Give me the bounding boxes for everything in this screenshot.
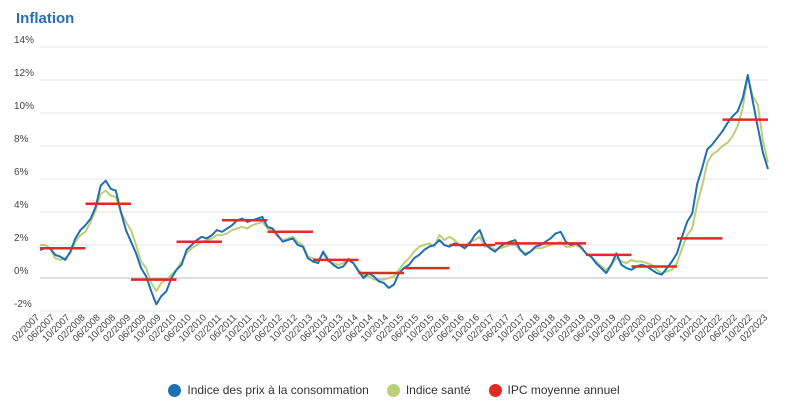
inflation-chart: -2% 0% 2% 4% 6% 8% 10% 12% 14% 02/200706/200710/… <box>10 35 770 344</box>
legend-label-annual-average: IPC moyenne annuel <box>507 383 620 397</box>
y-tick-label: -2% <box>14 299 32 310</box>
legend-label-cpi: Indice des prix à la consommation <box>187 383 369 397</box>
legend: Indice des prix à la consommation Indice… <box>0 383 788 397</box>
series-line-health-index <box>40 75 769 293</box>
y-tick-label: 14% <box>14 35 34 46</box>
series-lines <box>39 74 769 306</box>
y-tick-label: 8% <box>14 134 29 145</box>
legend-swatch-cpi <box>168 383 182 397</box>
legend-item-health-index[interactable]: Indice santé <box>386 383 471 397</box>
x-tick-labels: 02/200706/200710/200702/200806/200810/20… <box>10 312 770 344</box>
legend-item-cpi[interactable]: Indice des prix à la consommation <box>168 383 369 397</box>
legend-label-health-index: Indice santé <box>405 383 471 397</box>
y-tick-label: 10% <box>14 101 34 112</box>
annual-average-segments <box>40 118 768 281</box>
y-tick-labels: -2% 0% 2% 4% 6% 8% 10% 12% 14% <box>14 35 34 310</box>
y-tick-label: 12% <box>14 68 34 79</box>
y-tick-label: 4% <box>14 200 29 211</box>
y-tick-label: 2% <box>14 233 29 244</box>
chart-title: Inflation <box>16 10 75 27</box>
legend-swatch-health-index <box>386 383 400 397</box>
y-tick-label: 6% <box>14 167 29 178</box>
legend-item-annual-average[interactable]: IPC moyenne annuel <box>488 383 620 397</box>
y-tick-label: 0% <box>14 266 29 277</box>
legend-swatch-annual-average <box>488 383 502 397</box>
grid-lines <box>40 46 768 312</box>
